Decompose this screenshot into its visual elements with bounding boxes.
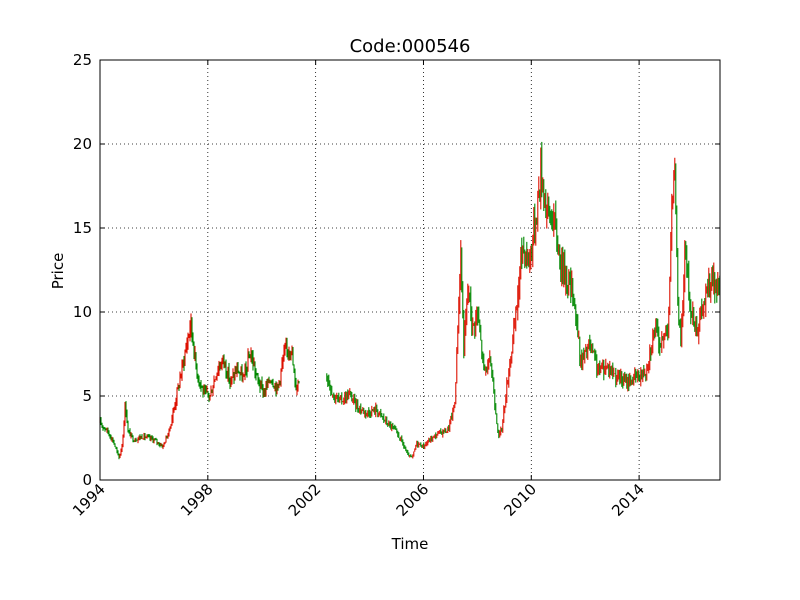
y-tick-label: 20 (73, 135, 92, 153)
plot-frame (99, 59, 721, 481)
y-tick-label: 15 (73, 219, 92, 237)
y-axis-label: Price (49, 253, 67, 290)
x-axis-label: Time (391, 535, 429, 553)
y-tick-label: 10 (73, 303, 92, 321)
grid-lines (99, 60, 720, 480)
chart-title: Code:000546 (350, 36, 471, 57)
plot-area (100, 60, 720, 480)
y-tick-label: 5 (82, 387, 92, 405)
y-tick-label: 0 (82, 471, 92, 489)
y-tick-label: 25 (73, 51, 92, 69)
price-candles (99, 141, 721, 460)
